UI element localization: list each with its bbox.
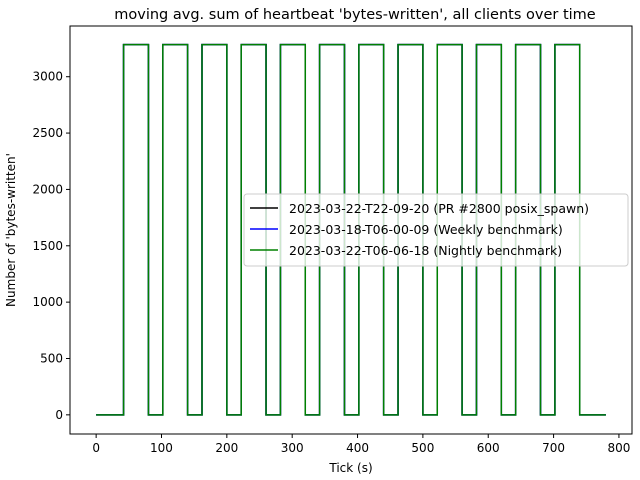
legend-label-weekly: 2023-03-18-T06-00-09 (Weekly benchmark): [289, 222, 563, 237]
x-axis-label: Tick (s): [328, 461, 372, 475]
y-tick-label: 2000: [32, 182, 63, 196]
y-tick-label: 500: [40, 351, 63, 365]
x-tick-label: 700: [542, 441, 565, 455]
x-tick-label: 400: [346, 441, 369, 455]
y-tick-label: 1000: [32, 295, 63, 309]
y-axis-label: Number of 'bytes-written': [4, 153, 18, 307]
axes-frame: [69, 25, 633, 435]
x-tick-label: 100: [150, 441, 173, 455]
y-tick-label: 2500: [32, 126, 63, 140]
y-axis-ticks: 0 500 1000 1500 2000 2500 3000: [32, 70, 70, 422]
legend-label-pr: 2023-03-22-T22-09-20 (PR #2800 posix_spa…: [289, 201, 589, 216]
y-tick-label: 0: [55, 408, 63, 422]
x-tick-label: 0: [92, 441, 100, 455]
chart-title: moving avg. sum of heartbeat 'bytes-writ…: [114, 7, 596, 23]
x-axis-ticks: 0 100 200 300 400 500 600 700 800: [92, 434, 630, 455]
y-tick-label: 3000: [32, 70, 63, 84]
legend-box: [243, 193, 629, 267]
plot-area: [69, 25, 633, 435]
x-tick-label: 600: [477, 441, 500, 455]
x-tick-label: 800: [607, 441, 630, 455]
y-tick-label: 1500: [32, 239, 63, 253]
x-tick-label: 500: [411, 441, 434, 455]
series-line-nightly: [96, 43, 606, 416]
x-tick-label: 200: [215, 441, 238, 455]
x-tick-label: 300: [281, 441, 304, 455]
legend-label-nightly: 2023-03-22-T06-06-18 (Nightly benchmark): [289, 243, 562, 258]
legend: 2023-03-22-T22-09-20 (PR #2800 posix_spa…: [243, 193, 629, 267]
series-group: [96, 43, 606, 416]
